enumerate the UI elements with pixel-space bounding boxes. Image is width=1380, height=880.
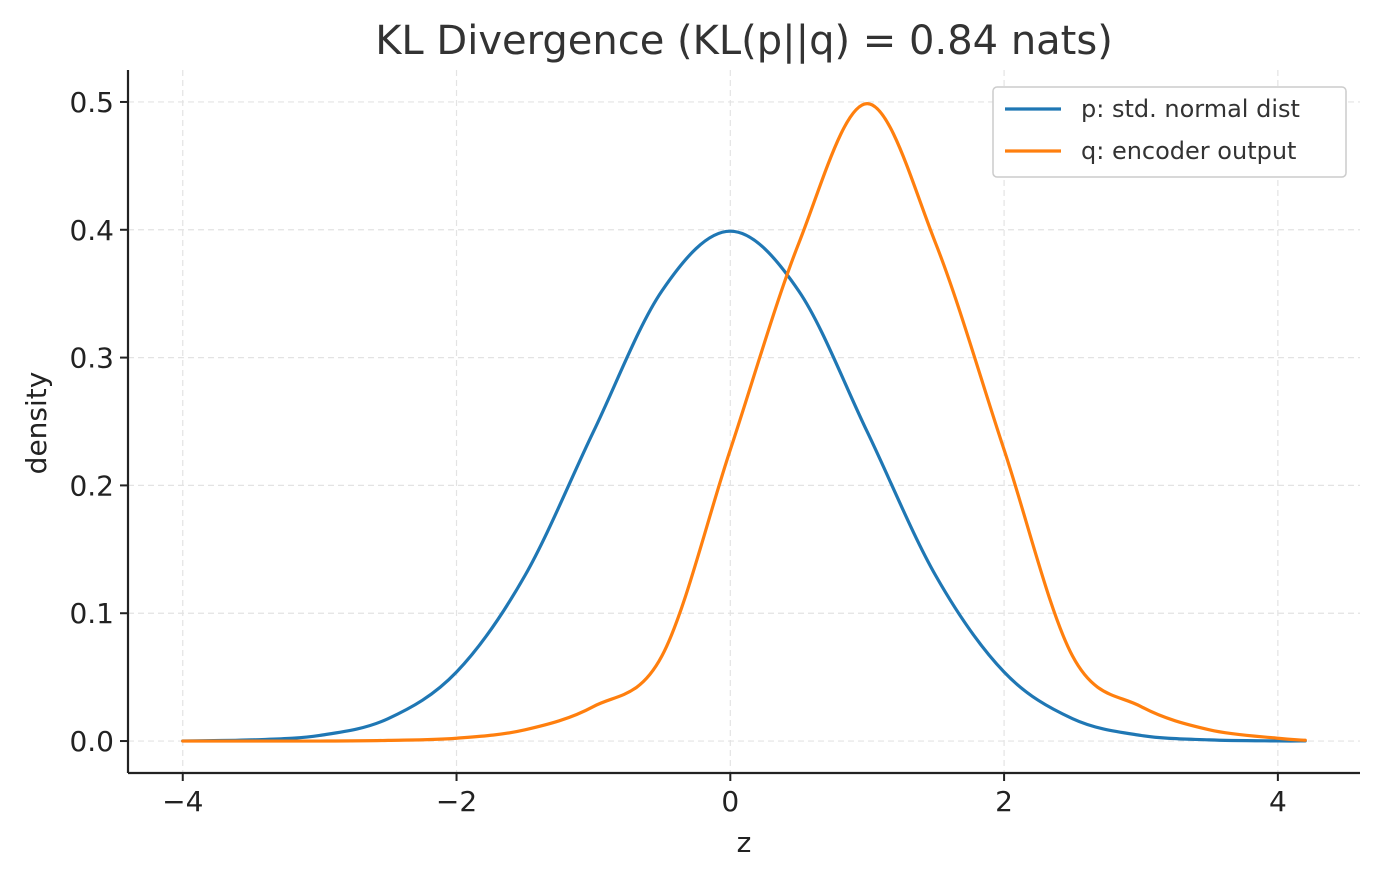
y-tick-label: 0.4 [69,214,114,247]
legend-label-1: q: encoder output [1081,137,1296,165]
y-tick-label: 0.2 [69,469,114,502]
y-tick-label: 0.3 [69,342,114,375]
series-line-1 [181,102,1307,743]
y-tick-label: 0.1 [69,597,114,630]
series-line-0 [181,229,1307,743]
x-tick-label: 4 [1269,785,1287,818]
x-tick-label: −2 [436,785,477,818]
grid-lines [128,70,1360,773]
x-tick-label: 0 [721,785,739,818]
legend-box [992,86,1347,178]
x-axis-label: z [737,826,752,859]
y-axis-label: density [20,372,53,475]
y-tick-label: 0.0 [69,725,114,758]
chart-title: KL Divergence (KL(p||q) = 0.84 nats) [375,18,1113,64]
tick-labels: −4 −2 0 2 4 0.0 0.1 0.2 0.3 0.4 0.5 [69,86,1286,818]
x-tick-label: −4 [162,785,203,818]
x-tick-label: 2 [995,785,1013,818]
legend: p: std. normal dist q: encoder output [992,86,1347,178]
y-tick-label: 0.5 [69,86,114,119]
axes [120,70,1360,781]
series-layer [181,102,1307,743]
legend-label-0: p: std. normal dist [1081,95,1300,123]
